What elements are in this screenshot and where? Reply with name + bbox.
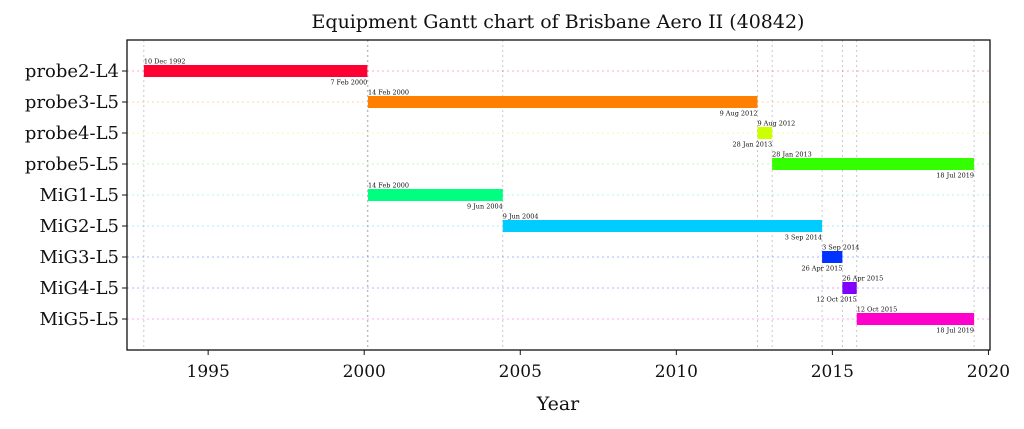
task-bar — [502, 220, 823, 232]
y-tick-label: probe4-L5 — [25, 123, 119, 144]
end-date-label: 3 Sep 2014 — [785, 234, 822, 242]
task-bar — [822, 251, 843, 263]
task-bar — [367, 189, 503, 201]
start-date-label: 9 Aug 2012 — [757, 120, 795, 128]
y-tick-label: MiG4-L5 — [39, 278, 119, 299]
y-tick-label: MiG1-L5 — [39, 185, 119, 206]
end-date-label: 18 Jul 2019 — [936, 327, 974, 335]
task-bar — [143, 65, 368, 77]
start-date-label: 26 Apr 2015 — [842, 275, 883, 283]
end-date-label: 9 Aug 2012 — [720, 110, 758, 118]
x-tick-label: 2010 — [655, 362, 698, 382]
start-date-label: 14 Feb 2000 — [368, 182, 409, 190]
y-tick-label: probe2-L4 — [25, 61, 119, 82]
end-date-label: 9 Jun 2004 — [467, 203, 503, 211]
y-tick-label: MiG3-L5 — [39, 247, 119, 268]
grid — [127, 40, 990, 350]
y-tick-label: probe3-L5 — [25, 92, 119, 113]
end-date-label: 26 Apr 2015 — [801, 265, 842, 273]
end-date-label: 7 Feb 2000 — [330, 79, 367, 87]
x-tick-label: 1995 — [187, 362, 230, 382]
y-tick-labels: probe2-L4 probe3-L5 probe4-L5 probe5-L5 MiG1… — [25, 61, 127, 330]
start-date-label: 3 Sep 2014 — [822, 244, 859, 252]
x-tick-label: 2015 — [811, 362, 854, 382]
end-date-label: 18 Jul 2019 — [936, 172, 974, 180]
y-tick-label: probe5-L5 — [25, 154, 119, 175]
task-bar — [772, 158, 975, 170]
y-tick-label: MiG5-L5 — [39, 309, 119, 330]
x-axis-label: Year — [536, 393, 580, 415]
task-bar — [757, 127, 773, 139]
y-tick-label: MiG2-L5 — [39, 216, 119, 237]
end-date-label: 28 Jan 2013 — [733, 141, 773, 149]
task-bar — [856, 313, 975, 325]
x-tick-label: 2020 — [967, 362, 1010, 382]
start-date-label: 28 Jan 2013 — [772, 151, 812, 159]
task-bar — [367, 96, 758, 108]
x-tick-labels: 1995 2000 2005 2010 2015 2020 — [187, 350, 1010, 382]
task-bar — [842, 282, 857, 294]
x-tick-label: 2005 — [499, 362, 542, 382]
end-date-label: 12 Oct 2015 — [816, 296, 857, 304]
x-tick-label: 2000 — [343, 362, 386, 382]
plot-frame — [126, 39, 991, 351]
chart-title: Equipment Gantt chart of Brisbane Aero I… — [312, 11, 805, 33]
start-date-label: 10 Dec 1992 — [144, 58, 186, 66]
start-date-label: 9 Jun 2004 — [503, 213, 539, 221]
start-date-label: 14 Feb 2000 — [368, 89, 409, 97]
start-date-label: 12 Oct 2015 — [857, 306, 898, 314]
